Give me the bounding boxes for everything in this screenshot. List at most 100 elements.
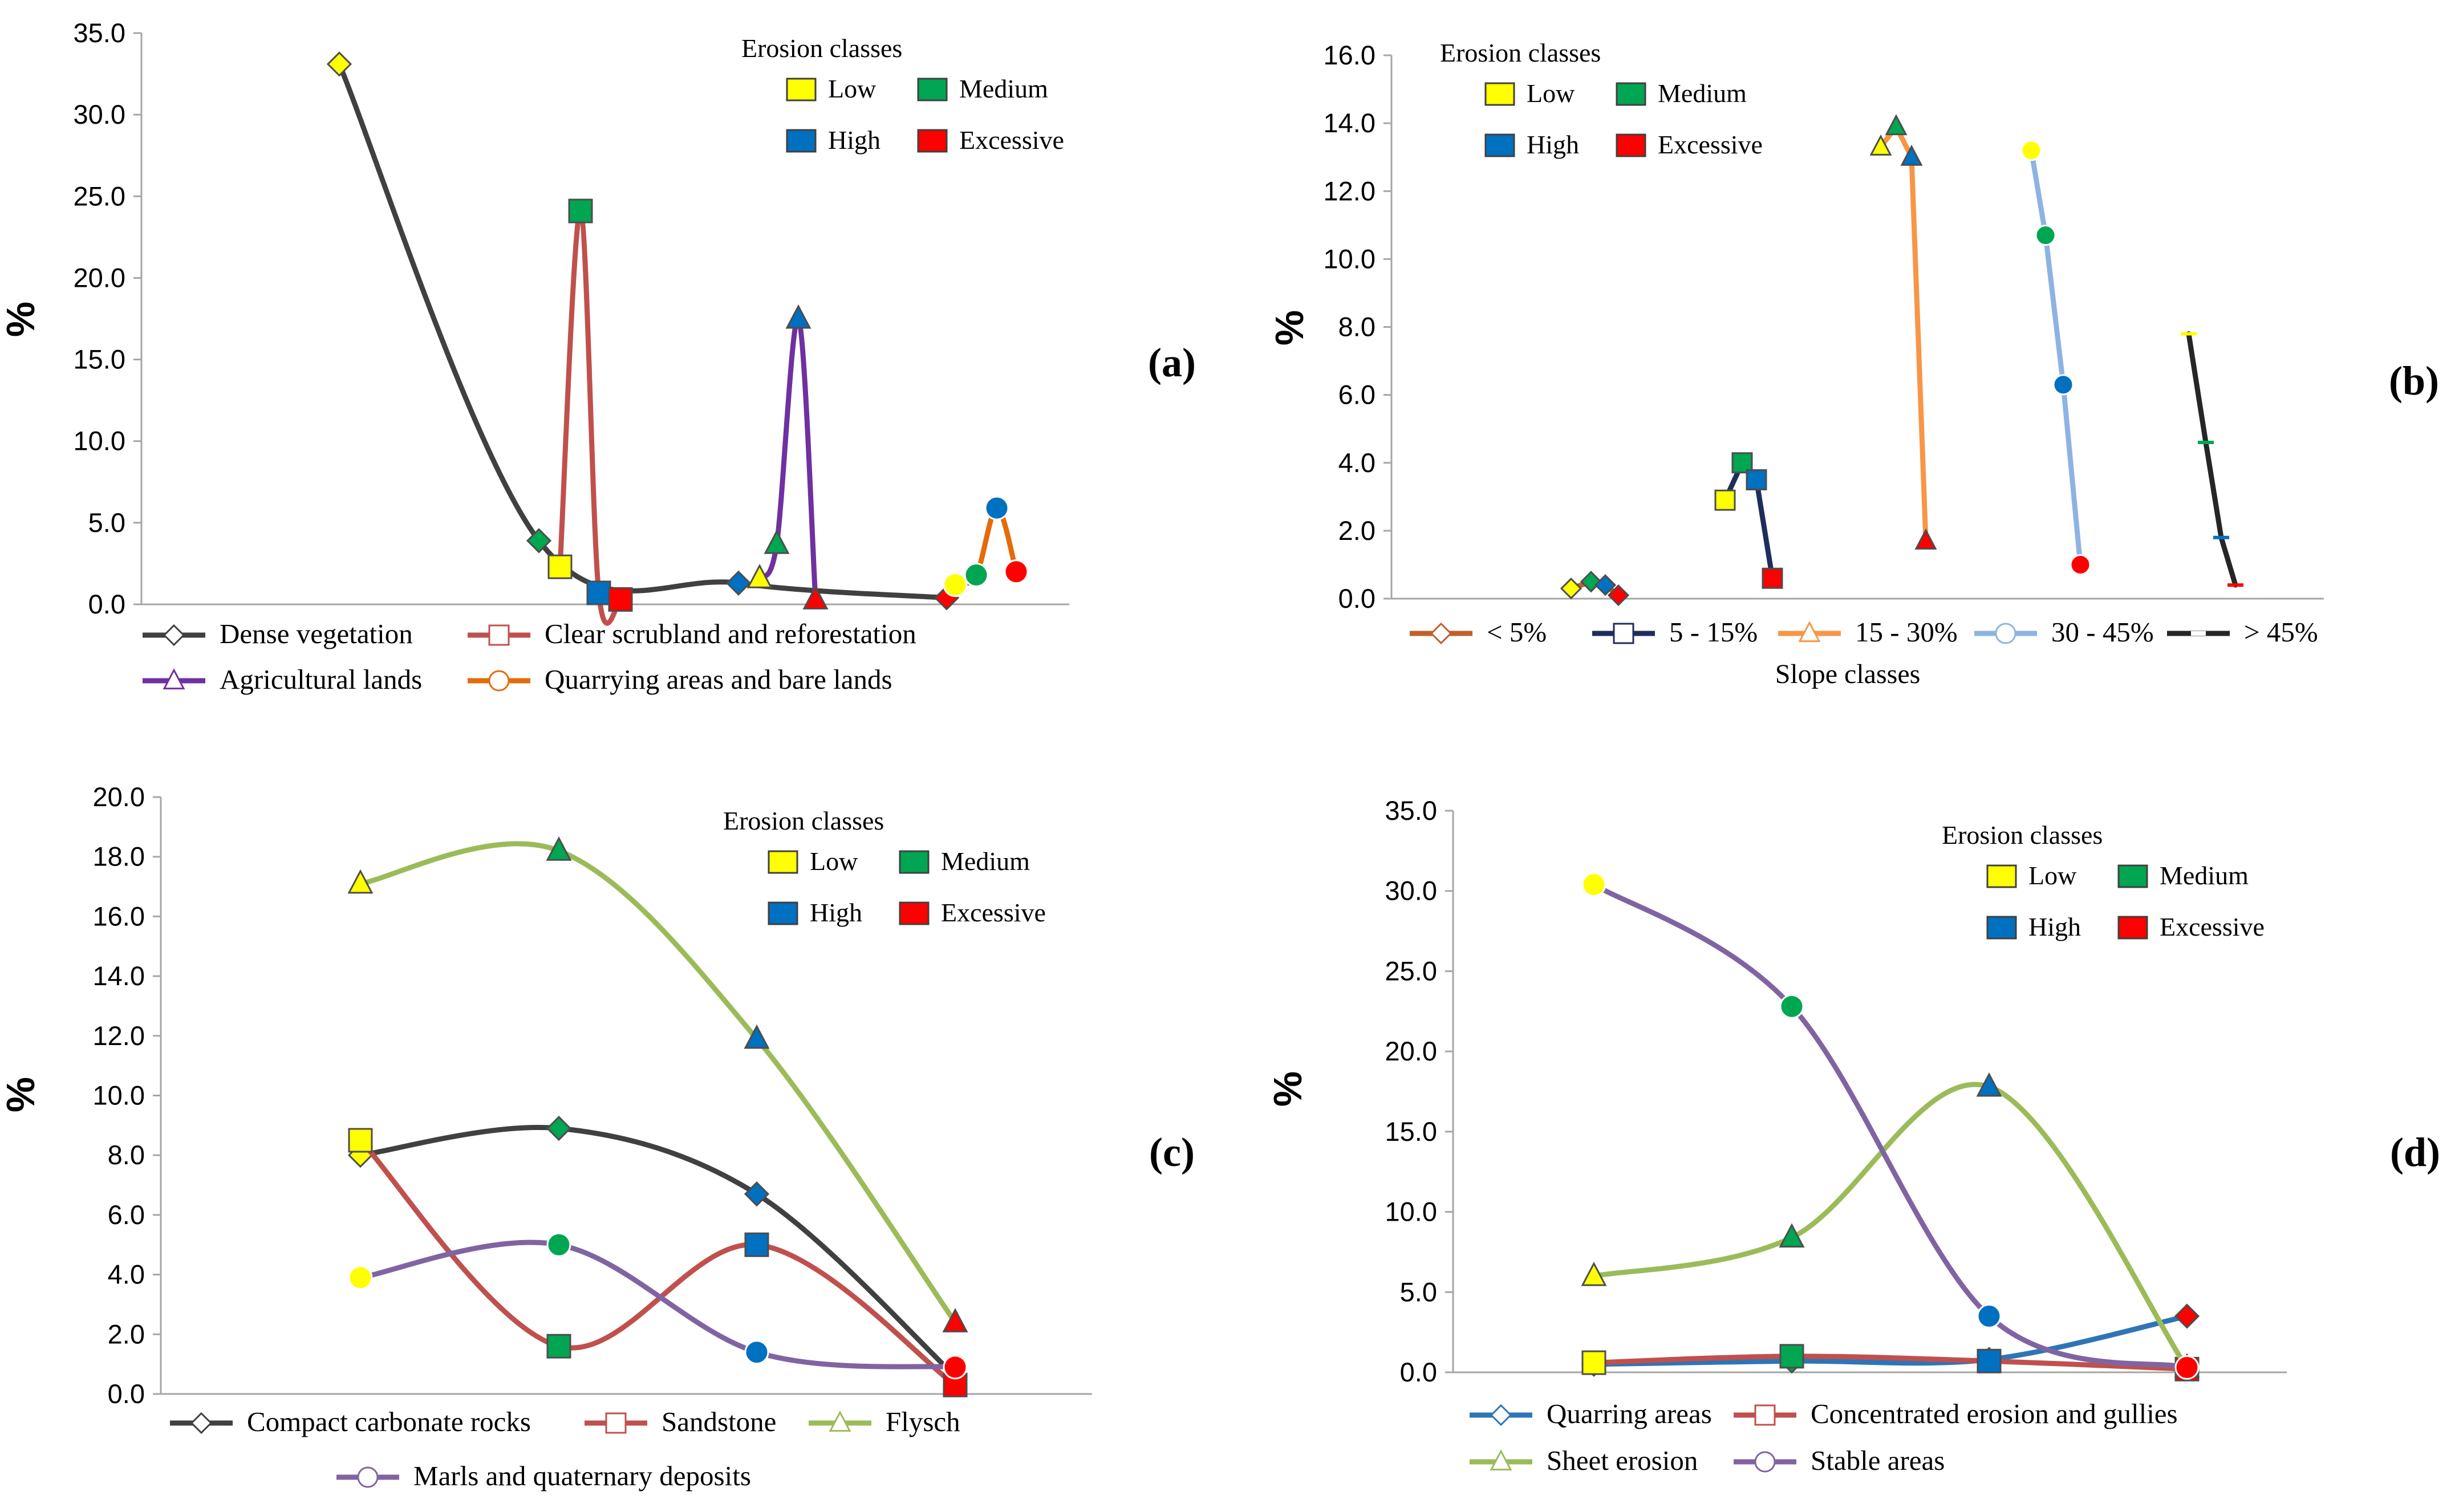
erosion-class-label: High <box>1527 130 1579 159</box>
data-point <box>2035 225 2056 246</box>
data-point <box>586 580 611 605</box>
chart-panel-3: 0.0 2.0 4.0 6.0 8.0 10.0 12.0 14.0 16.0 18.0 20.0%… <box>0 782 1195 1491</box>
data-point <box>1004 559 1029 584</box>
series-line <box>2028 148 2083 567</box>
legend-swatch-marker <box>1754 1451 1776 1473</box>
data-point <box>744 1024 770 1049</box>
erosion-class-label: Medium <box>941 847 1030 876</box>
data-point <box>546 1232 571 1257</box>
legend-swatch-marker <box>488 624 510 646</box>
panel-label: (c) <box>1149 1129 1195 1175</box>
erosion-class-label: High <box>828 125 880 155</box>
legend-label: Quarring areas <box>1547 1398 1712 1429</box>
erosion-class-swatch <box>1986 864 2017 888</box>
data-point <box>785 304 811 329</box>
data-point <box>1885 114 1908 136</box>
erosion-class-label: Medium <box>959 74 1048 103</box>
y-tick-label: 2.0 <box>1338 515 1375 546</box>
data-point <box>348 1265 373 1290</box>
legend-swatch-marker <box>1798 621 1821 643</box>
legend-label: Sheet erosion <box>1547 1445 1698 1476</box>
legend-label: Marls and quaternary deposits <box>413 1460 751 1491</box>
y-tick-label: 20.0 <box>1385 1036 1437 1066</box>
y-tick-label: 20.0 <box>93 782 145 812</box>
data-point <box>2052 374 2074 396</box>
data-point <box>546 1115 572 1141</box>
y-tick-label: 6.0 <box>108 1200 145 1230</box>
erosion-class-label: Excessive <box>959 125 1064 155</box>
erosion-classes-legend: Erosion classes Low Medium High Excessive <box>1440 38 1763 159</box>
erosion-class-swatch <box>1616 82 1646 106</box>
legend-label: Compact carbonate rocks <box>247 1406 531 1437</box>
data-point <box>1900 144 1923 166</box>
erosion-class-swatch <box>2117 864 2148 888</box>
legend-label: Agricultural lands <box>220 664 422 695</box>
legend-label: Sandstone <box>662 1406 776 1437</box>
legend-item: Clear scrubland and reforestation <box>468 618 916 649</box>
legend-item: 30 - 45% <box>1974 616 2154 648</box>
data-point <box>1779 1344 1804 1369</box>
legend-swatch-marker <box>1430 622 1452 645</box>
series-line <box>358 1124 958 1379</box>
panel-label: (b) <box>2389 358 2439 404</box>
y-tick-label: 10.0 <box>1324 243 1375 274</box>
erosion-class-swatch <box>1616 133 1646 157</box>
legend-item: Flysch <box>809 1406 960 1437</box>
erosion-class-label: Low <box>1527 79 1575 108</box>
data-point <box>608 587 633 612</box>
legend-item: Sandstone <box>585 1406 776 1437</box>
data-point <box>1779 994 1804 1019</box>
legend-swatch-marker <box>1490 1404 1512 1426</box>
series-line <box>1591 881 2190 1371</box>
series-line <box>358 841 958 1325</box>
erosion-class-swatch <box>768 850 798 874</box>
legend-label: Quarrying areas and bare lands <box>545 664 892 695</box>
y-tick-label: 10.0 <box>93 1080 145 1111</box>
y-tick-label: 0.0 <box>88 589 125 619</box>
legend-label: 5 - 15% <box>1669 616 1758 648</box>
legend-label: < 5% <box>1487 616 1547 648</box>
y-tick-label: 2.0 <box>108 1319 145 1349</box>
data-point <box>348 1128 373 1153</box>
data-point <box>326 51 352 77</box>
y-tick-label: 10.0 <box>1385 1197 1437 1227</box>
data-point <box>964 562 989 587</box>
data-point <box>1779 1223 1805 1248</box>
erosion-classes-legend: Erosion classes Low Medium High Excessive <box>1942 820 2265 941</box>
legend-swatch-marker <box>163 668 185 690</box>
data-point <box>1977 1304 2002 1328</box>
legend-label: > 45% <box>2244 616 2318 648</box>
data-point <box>1976 1072 2002 1097</box>
data-point <box>802 585 829 609</box>
y-tick-label: 20.0 <box>74 262 125 292</box>
legend-item: Quarrying areas and bare lands <box>468 664 892 695</box>
y-tick-label: 30.0 <box>74 99 125 129</box>
legend-label: Clear scrubland and reforestation <box>545 618 916 649</box>
legend-swatch-marker <box>190 1412 213 1434</box>
y-tick-label: 12.0 <box>93 1021 145 1051</box>
y-axis-label: % <box>0 302 43 337</box>
data-point <box>942 1308 968 1332</box>
legend-label: Dense vegetation <box>220 618 413 649</box>
data-point <box>347 869 374 894</box>
legend-item: Sheet erosion <box>1470 1445 1698 1476</box>
legend-item: Stable areas <box>1734 1445 1945 1476</box>
y-axis-label: % <box>1265 1071 1310 1107</box>
erosion-classes-legend: Erosion classes Low Medium High Excessive <box>723 806 1046 927</box>
y-tick-label: 35.0 <box>1385 795 1437 826</box>
erosion-class-swatch <box>1986 916 2017 940</box>
series-line <box>358 1239 958 1370</box>
y-axis-label: % <box>0 1077 43 1112</box>
data-point <box>2174 1355 2200 1380</box>
legend-item: < 5% <box>1410 616 1547 648</box>
y-axis-label: % <box>1267 310 1312 346</box>
legend-swatch-marker <box>1613 623 1634 644</box>
legend-swatch-marker <box>2191 631 2206 636</box>
series-line <box>757 316 818 602</box>
legend-label: Flysch <box>886 1406 960 1437</box>
legend-item: Concentrated erosion and gullies <box>1734 1398 2178 1429</box>
y-tick-label: 15.0 <box>1385 1116 1437 1147</box>
y-tick-label: 0.0 <box>1400 1357 1437 1387</box>
data-point <box>984 495 1009 521</box>
